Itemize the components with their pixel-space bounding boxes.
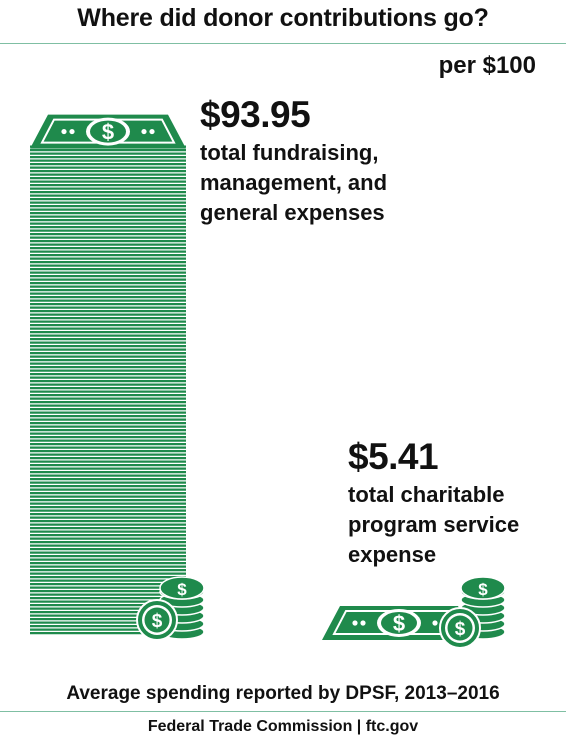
category-label-line: program service xyxy=(348,512,520,537)
coin-icon: $ xyxy=(439,607,481,649)
top-divider xyxy=(0,43,566,44)
category-label-line: total charitable xyxy=(348,482,505,507)
chart-title: Where did donor contributions go? xyxy=(77,4,489,32)
bar-program: $ xyxy=(322,605,476,640)
bottom-divider xyxy=(0,711,566,712)
category-label-line: general expenses xyxy=(200,200,385,225)
category-label-line: expense xyxy=(348,542,437,567)
footnote: Average spending reported by DPSF, 2013–… xyxy=(66,683,500,704)
svg-text:$: $ xyxy=(478,580,488,599)
bar-fundraising: $ xyxy=(30,114,186,635)
unit-label: per $100 xyxy=(438,52,536,79)
svg-text:$: $ xyxy=(102,120,114,145)
category-label-line: total fundraising, xyxy=(200,140,379,165)
value-label-program: $5.41 xyxy=(348,436,439,477)
svg-text:$: $ xyxy=(152,611,163,632)
value-label-fundraising: $93.95 xyxy=(200,94,311,135)
svg-text:$: $ xyxy=(177,580,187,599)
coin-icon: $ xyxy=(136,599,178,641)
category-label-line: management, and xyxy=(200,170,388,195)
category-label-program: total charitable program service expense xyxy=(348,480,519,570)
source-credit: Federal Trade Commission | ftc.gov xyxy=(147,718,419,735)
category-label-fundraising: total fundraising, management, and gener… xyxy=(200,138,387,228)
svg-text:$: $ xyxy=(455,619,466,640)
svg-text:$: $ xyxy=(393,611,405,636)
